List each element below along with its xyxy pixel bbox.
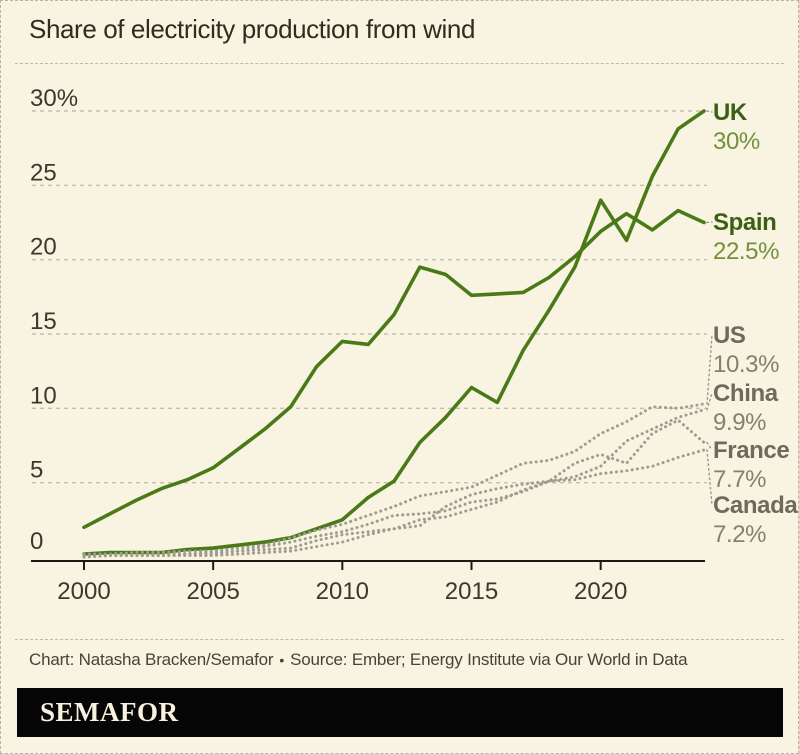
series-value-uk: 30% [713,128,760,155]
y-axis-label-10: 10 [30,382,57,409]
series-value-us: 10.3% [713,351,780,378]
x-axis-label-2000: 2000 [57,578,110,605]
series-name-us: US [713,322,746,349]
series-name-uk: UK [713,99,747,126]
x-axis-label-2020: 2020 [574,578,627,605]
x-axis-label-2005: 2005 [186,578,239,605]
leader-line-france [706,441,713,451]
x-axis-label-2015: 2015 [445,578,498,605]
series-line-uk [82,109,706,556]
series-value-china: 9.9% [713,409,767,436]
series-label-china: China 9.9% [713,380,798,436]
y-axis-label-20: 20 [30,234,57,261]
y-axis-label-0: 0 [30,528,43,555]
series-label-france: France 7.7% [713,437,798,493]
series-line-france [82,418,706,559]
series-label-uk: UK 30% [713,99,798,155]
series-value-canada: 7.2% [713,521,767,548]
footer-separator [15,639,784,640]
y-axis-label-5: 5 [30,457,43,484]
semafor-logo: SEMAFOR [40,697,179,727]
leader-line-uk [706,110,713,113]
x-axis-label-2010: 2010 [316,578,369,605]
y-axis-label-25: 25 [30,159,57,186]
leader-line-china [706,392,713,411]
series-line-canada [82,448,706,557]
series-value-france: 7.7% [713,466,767,493]
y-axis-label-30: 30% [30,85,78,112]
chart-source: Source: Ember; Energy Institute via Our … [290,650,688,669]
title-separator [15,63,784,64]
series-name-canada: Canada [713,492,798,519]
leader-line-canada [706,449,713,506]
semafor-logo-bar: SEMAFOR [17,688,783,737]
chart-credit: Chart: Natasha Bracken/Semafor [29,650,274,669]
y-axis-label-15: 15 [30,308,57,335]
series-label-us: US 10.3% [713,322,798,378]
bullet-separator: • [279,652,285,668]
leader-line-us [706,334,713,405]
series-name-china: China [713,380,778,407]
series-line-spain [82,208,706,530]
series-name-france: France [713,437,790,464]
series-value-spain: 22.5% [713,238,780,265]
series-label-canada: Canada 7.2% [713,492,798,548]
credit-source-line: Chart: Natasha Bracken/Semafor • Source: E… [29,650,789,670]
series-name-spain: Spain [713,209,777,236]
chart-title: Share of electricity production from win… [29,14,476,44]
series-label-spain: Spain 22.5% [713,209,798,265]
